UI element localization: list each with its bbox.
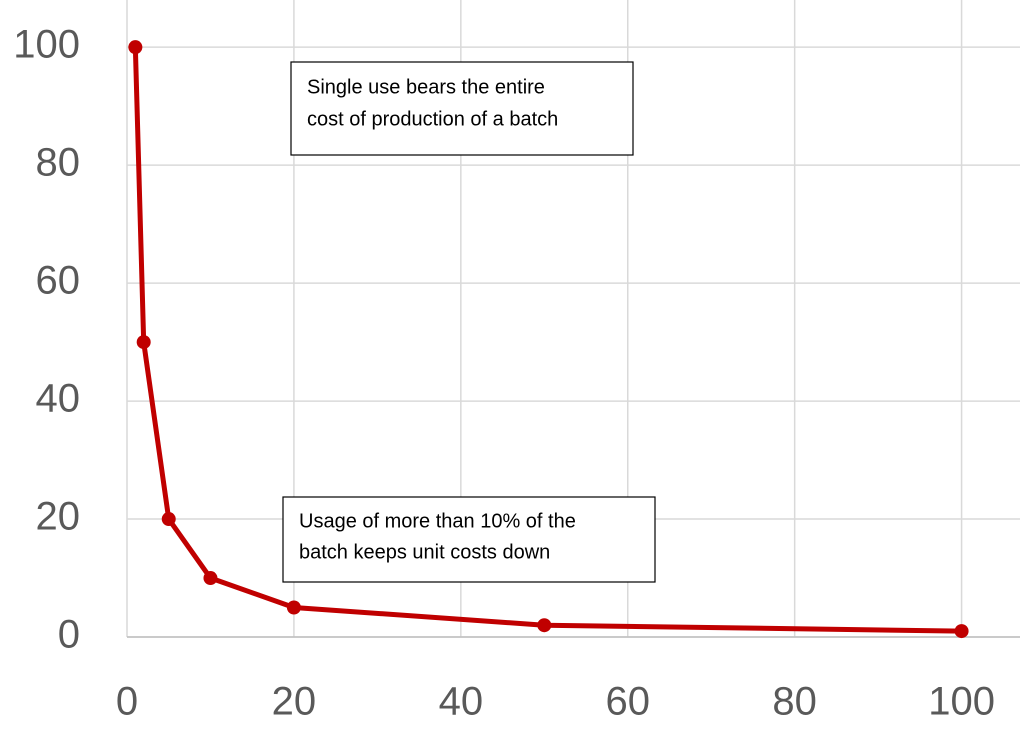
y-tick-label: 60 [36, 259, 81, 303]
y-tick-label: 0 [58, 613, 80, 657]
x-tick-label: 0 [116, 680, 138, 724]
point [286, 600, 301, 615]
y-tick-label: 20 [36, 495, 81, 539]
point [954, 624, 969, 639]
point [136, 335, 151, 350]
y-tick-label: 100 [13, 23, 80, 67]
point [203, 571, 218, 586]
annotation-text: Usage of more than 10% of the [299, 510, 576, 532]
y-tick-label: 40 [36, 377, 81, 421]
annotation-box [282, 496, 656, 583]
x-tick-label: 40 [439, 680, 484, 724]
annotation-text: cost of production of a batch [307, 108, 558, 130]
annotation-text: batch keeps unit costs down [299, 541, 550, 563]
x-tick-label: 80 [772, 680, 817, 724]
annotation-text: Single use bears the entire [307, 76, 545, 98]
annotation-box [290, 61, 634, 156]
x-tick-label: 100 [928, 680, 995, 724]
point [537, 618, 552, 633]
y-tick-label: 80 [36, 141, 81, 185]
x-tick-label: 20 [272, 680, 317, 724]
point [161, 512, 176, 527]
x-tick-label: 60 [605, 680, 650, 724]
point [128, 40, 143, 55]
